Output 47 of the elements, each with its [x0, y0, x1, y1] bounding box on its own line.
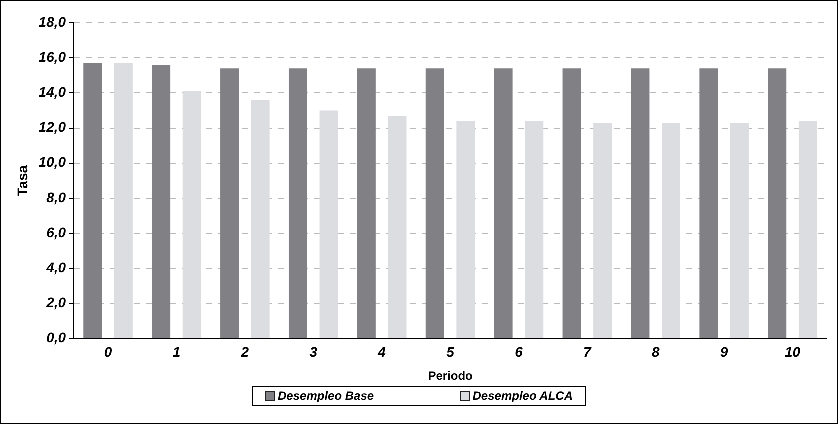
bar — [768, 68, 787, 338]
bar — [662, 123, 681, 338]
bar — [84, 63, 102, 338]
y-tick-label: 8,0 — [46, 189, 66, 206]
bar — [320, 110, 338, 338]
y-tick-label: 12,0 — [38, 119, 66, 136]
bar — [220, 68, 240, 338]
bar — [525, 121, 544, 338]
x-tick-label: 10 — [784, 344, 801, 360]
y-tick-label: 10,0 — [38, 154, 66, 170]
bar — [152, 65, 171, 338]
bar — [594, 123, 612, 338]
bar — [700, 68, 718, 338]
x-tick-label: 8 — [652, 344, 660, 360]
x-tick-label: 1 — [172, 344, 181, 360]
x-tick-label: 9 — [720, 344, 728, 360]
legend-label: Desempleo ALCA — [472, 389, 573, 403]
x-axis-title: Periodo — [428, 369, 473, 384]
bar — [251, 100, 270, 338]
y-tick-label: 14,0 — [38, 84, 66, 100]
bar — [182, 91, 202, 338]
bar — [114, 63, 133, 338]
y-tick-label: 0,0 — [46, 330, 66, 346]
bar — [631, 68, 650, 338]
y-tick-label: 2,0 — [46, 294, 66, 311]
x-tick-label: 7 — [584, 344, 593, 360]
bar — [494, 68, 513, 338]
bar — [562, 68, 582, 338]
y-tick-label: 6,0 — [46, 224, 66, 240]
bar — [388, 116, 407, 338]
x-tick-label: 2 — [240, 344, 250, 360]
x-tick-label: 6 — [515, 344, 524, 360]
y-tick-label: 18,0 — [38, 14, 66, 30]
bar — [456, 121, 476, 338]
bar — [357, 68, 376, 338]
x-tick-label: 0 — [104, 344, 112, 360]
bar — [730, 123, 749, 338]
y-axis-title: Tasa — [14, 165, 30, 196]
x-tick-label: 4 — [377, 344, 386, 360]
x-tick-label: 5 — [446, 344, 455, 360]
y-tick-label: 16,0 — [38, 48, 66, 65]
bar — [426, 68, 444, 338]
bar — [798, 121, 818, 338]
legend-label: Desempleo Base — [278, 389, 374, 403]
x-tick-label: 3 — [310, 344, 318, 360]
bar — [288, 68, 308, 338]
y-tick-label: 4,0 — [46, 259, 66, 276]
